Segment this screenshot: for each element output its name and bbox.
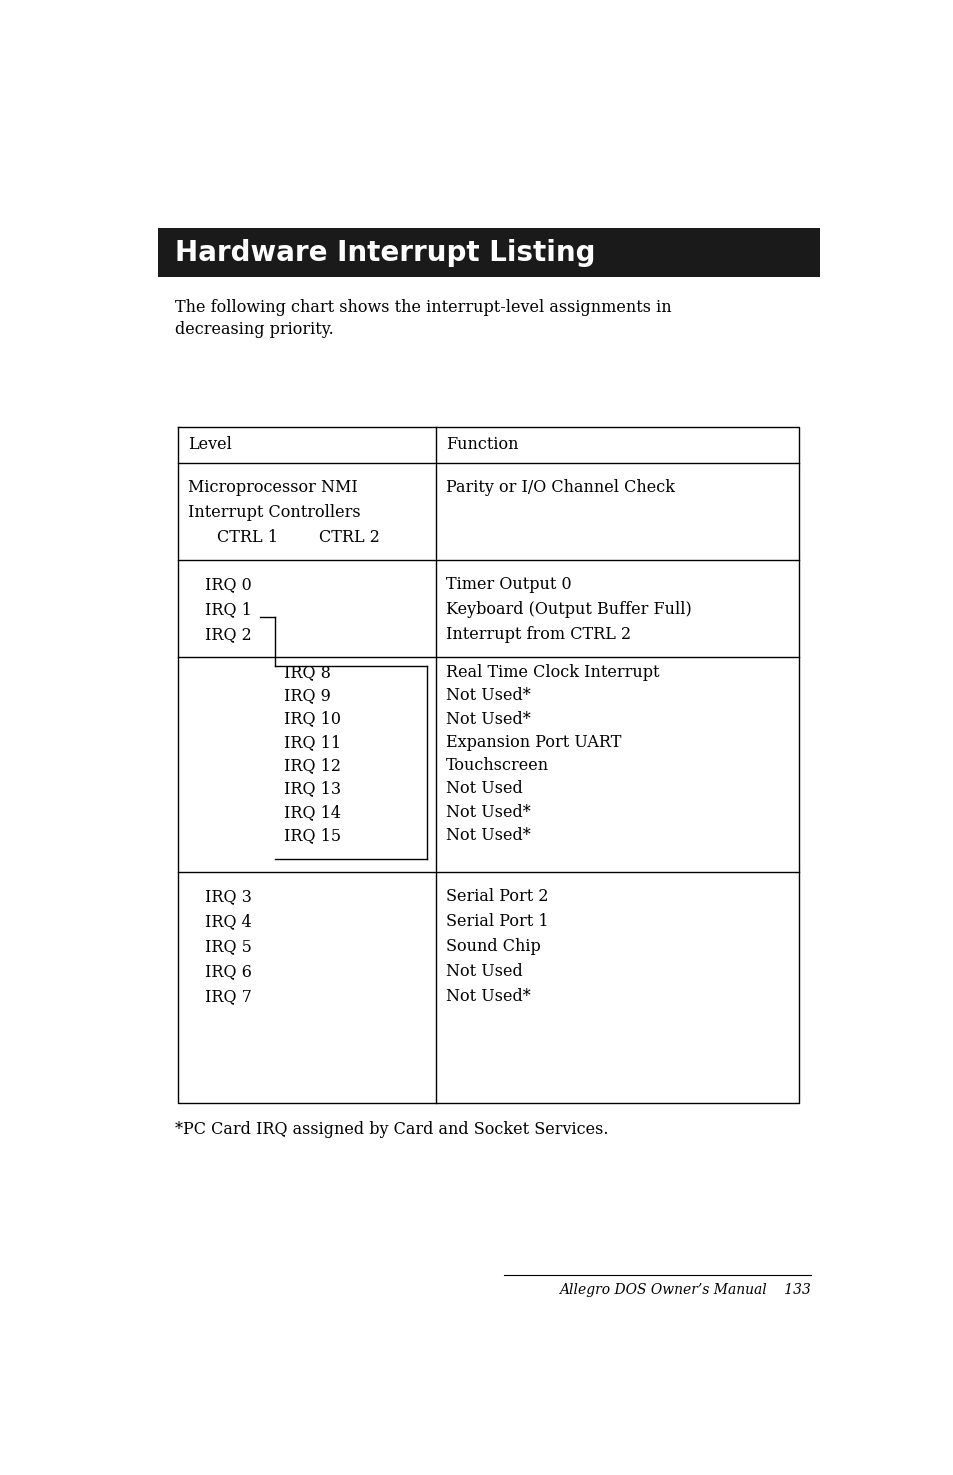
Text: IRQ 2: IRQ 2 (205, 625, 252, 643)
Text: CTRL 1        CTRL 2: CTRL 1 CTRL 2 (216, 528, 379, 546)
Text: Function: Function (445, 437, 517, 453)
Bar (157, 229, 820, 277)
Text: Not Used*: Not Used* (445, 711, 530, 727)
Text: Sound Chip: Sound Chip (445, 938, 540, 956)
Text: IRQ 6: IRQ 6 (205, 963, 252, 979)
Text: Allegro DOS Owner’s Manual    133: Allegro DOS Owner’s Manual 133 (558, 1283, 810, 1297)
Text: IRQ 5: IRQ 5 (205, 938, 252, 956)
Text: Not Used: Not Used (445, 963, 522, 979)
Text: Not Used: Not Used (445, 780, 522, 798)
Text: Microprocessor NMI: Microprocessor NMI (188, 478, 357, 496)
Text: IRQ 8: IRQ 8 (284, 664, 331, 681)
Text: Keyboard (Output Buffer Full): Keyboard (Output Buffer Full) (445, 600, 691, 618)
Text: Level: Level (188, 437, 232, 453)
Text: Serial Port 1: Serial Port 1 (445, 913, 548, 931)
Text: *PC Card IRQ assigned by Card and Socket Services.: *PC Card IRQ assigned by Card and Socket… (174, 1121, 608, 1137)
Text: The following chart shows the interrupt-level assignments in
decreasing priority: The following chart shows the interrupt-… (174, 298, 671, 338)
Text: IRQ 0: IRQ 0 (205, 575, 252, 593)
Text: Serial Port 2: Serial Port 2 (445, 888, 548, 906)
Text: IRQ 7: IRQ 7 (205, 988, 252, 1004)
Text: IRQ 15: IRQ 15 (284, 827, 341, 844)
Text: Not Used*: Not Used* (445, 988, 530, 1004)
Text: Not Used*: Not Used* (445, 687, 530, 705)
Text: IRQ 10: IRQ 10 (284, 711, 341, 727)
Text: Touchscreen: Touchscreen (445, 757, 548, 774)
Text: Timer Output 0: Timer Output 0 (445, 575, 571, 593)
Text: IRQ 14: IRQ 14 (284, 804, 341, 820)
Text: IRQ 11: IRQ 11 (284, 735, 341, 751)
Text: IRQ 13: IRQ 13 (284, 780, 341, 798)
Text: Expansion Port UART: Expansion Port UART (445, 735, 620, 751)
Text: Hardware Interrupt Listing: Hardware Interrupt Listing (174, 239, 595, 267)
Text: Interrupt Controllers: Interrupt Controllers (188, 503, 360, 521)
Text: Parity or I/O Channel Check: Parity or I/O Channel Check (445, 478, 674, 496)
Text: IRQ 1: IRQ 1 (205, 600, 252, 618)
Text: IRQ 12: IRQ 12 (284, 757, 341, 774)
Text: IRQ 3: IRQ 3 (205, 888, 252, 906)
Text: IRQ 4: IRQ 4 (205, 913, 252, 931)
Text: Not Used*: Not Used* (445, 804, 530, 820)
Text: Real Time Clock Interrupt: Real Time Clock Interrupt (445, 664, 659, 681)
Text: Interrupt from CTRL 2: Interrupt from CTRL 2 (445, 625, 630, 643)
Text: Not Used*: Not Used* (445, 827, 530, 844)
Text: IRQ 9: IRQ 9 (284, 687, 331, 705)
